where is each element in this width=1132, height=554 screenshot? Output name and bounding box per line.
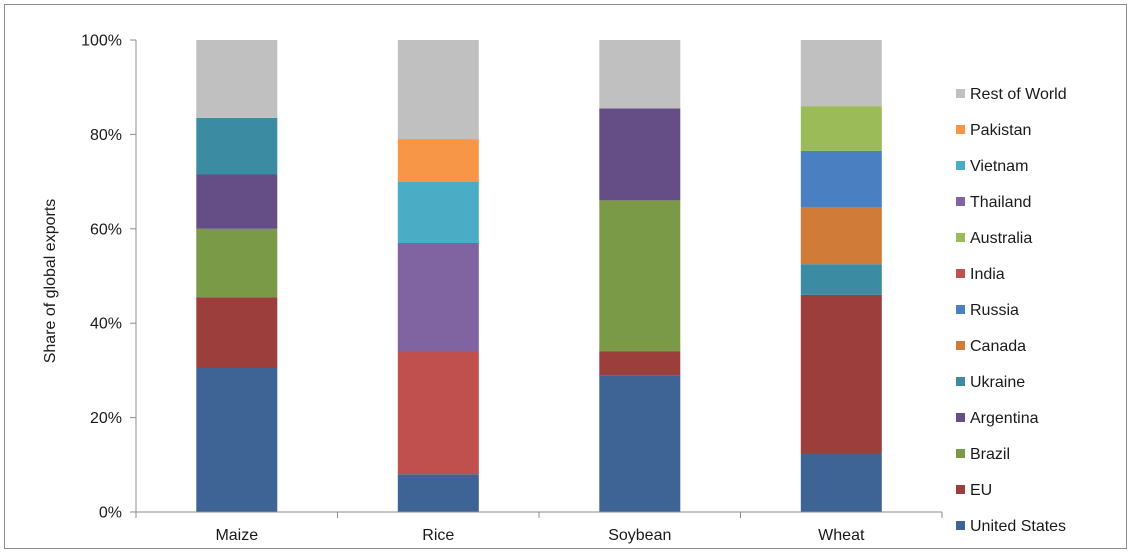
legend-swatch-eu <box>956 485 965 494</box>
x-tick-label-wheat: Wheat <box>818 527 865 544</box>
legend-item-rest-of-world: Rest of World <box>956 86 1067 103</box>
bar-segment-wheat-rest-of-world <box>800 40 882 107</box>
legend-label-brazil: Brazil <box>970 446 1010 463</box>
bar-segment-soybean-eu <box>599 351 681 376</box>
legend-label-rest-of-world: Rest of World <box>970 86 1067 103</box>
bar-segment-rice-india <box>397 351 479 475</box>
legend-item-india: India <box>956 266 1005 283</box>
bar-segment-rice-united-states <box>397 474 479 512</box>
legend-label-australia: Australia <box>970 230 1032 247</box>
legend-swatch-russia <box>956 305 965 314</box>
legend-item-eu: EU <box>956 482 992 499</box>
legend-swatch-ukraine <box>956 377 965 386</box>
bar-segment-rice-rest-of-world <box>397 40 479 140</box>
legend-item-pakistan: Pakistan <box>956 122 1031 139</box>
legend-item-ukraine: Ukraine <box>956 374 1025 391</box>
bar-segment-maize-brazil <box>196 228 278 298</box>
legend-item-australia: Australia <box>956 230 1032 247</box>
bar-segment-soybean-rest-of-world <box>599 40 681 109</box>
bar-segment-rice-vietnam <box>397 181 479 243</box>
bar-segment-wheat-russia <box>800 150 882 208</box>
legend-swatch-thailand <box>956 197 965 206</box>
y-tick-label: 80% <box>90 127 122 144</box>
bar-segment-rice-pakistan <box>397 139 479 182</box>
legend-item-united-states: United States <box>956 518 1066 535</box>
legend-swatch-united-states <box>956 521 965 530</box>
y-tick-label: 20% <box>90 410 122 427</box>
y-axis-label: Share of global exports <box>42 199 59 364</box>
x-tick-label-maize: Maize <box>215 527 258 544</box>
x-tick-label-soybean: Soybean <box>608 527 671 544</box>
legend-item-vietnam: Vietnam <box>956 158 1028 175</box>
y-tick-label: 0% <box>99 505 122 522</box>
bar-segment-soybean-argentina <box>599 108 681 201</box>
legend-swatch-rest-of-world <box>956 89 965 98</box>
bar-segment-wheat-canada <box>800 207 882 265</box>
bar-segment-maize-argentina <box>196 174 278 229</box>
bar-segment-wheat-united-states <box>800 453 882 512</box>
y-tick-label: 40% <box>90 316 122 333</box>
legend: Rest of World Pakistan Vietnam Thailand Aust… <box>956 86 1067 535</box>
legend-item-argentina: Argentina <box>956 410 1039 427</box>
chart-frame <box>4 4 1127 549</box>
legend-label-russia: Russia <box>970 302 1019 319</box>
legend-item-thailand: Thailand <box>956 194 1031 211</box>
bar-segment-maize-ukraine <box>196 117 278 175</box>
legend-label-india: India <box>970 266 1005 283</box>
legend-swatch-brazil <box>956 449 965 458</box>
legend-item-canada: Canada <box>956 338 1026 355</box>
axes-layer: Maize Rice Soybean Wheat 0% 20% 40% 60% 80% 100% <box>81 33 943 544</box>
legend-label-pakistan: Pakistan <box>970 122 1031 139</box>
legend-swatch-canada <box>956 341 965 350</box>
legend-label-ukraine: Ukraine <box>970 374 1025 391</box>
bar-segment-maize-eu <box>196 297 278 368</box>
legend-label-united-states: United States <box>970 518 1066 535</box>
legend-item-brazil: Brazil <box>956 446 1010 463</box>
bar-segment-maize-rest-of-world <box>196 40 278 118</box>
legend-label-canada: Canada <box>970 338 1026 355</box>
bar-segment-wheat-ukraine <box>800 264 882 295</box>
bar-segment-soybean-united-states <box>599 375 681 512</box>
legend-swatch-pakistan <box>956 125 965 134</box>
bar-segment-rice-thailand <box>397 243 479 352</box>
legend-label-argentina: Argentina <box>970 410 1039 427</box>
legend-swatch-argentina <box>956 413 965 422</box>
legend-swatch-vietnam <box>956 161 965 170</box>
bar-segment-wheat-eu <box>800 294 882 453</box>
y-tick-label: 60% <box>90 221 122 238</box>
bars-layer <box>196 40 882 512</box>
legend-swatch-australia <box>956 233 965 242</box>
legend-item-russia: Russia <box>956 302 1019 319</box>
legend-label-thailand: Thailand <box>970 194 1031 211</box>
bar-segment-wheat-australia <box>800 106 882 151</box>
legend-label-vietnam: Vietnam <box>970 158 1028 175</box>
bar-segment-maize-united-states <box>196 368 278 512</box>
x-tick-label-rice: Rice <box>422 527 454 544</box>
legend-label-eu: EU <box>970 482 992 499</box>
legend-swatch-india <box>956 269 965 278</box>
bar-segment-soybean-brazil <box>599 200 681 352</box>
y-tick-label: 100% <box>81 33 122 50</box>
